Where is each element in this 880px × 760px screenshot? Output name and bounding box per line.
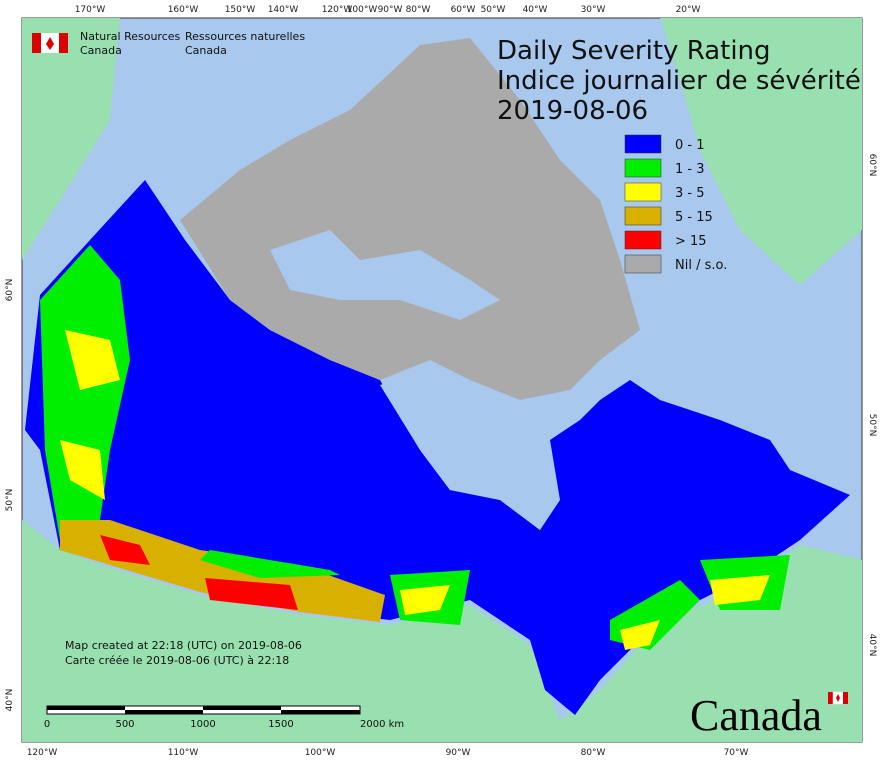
legend-label: 1 - 3 — [675, 162, 705, 177]
flag-bar — [843, 692, 848, 704]
longitude-label: 160°W — [168, 5, 199, 15]
credit-en: Map created at 22:18 (UTC) on 2019-08-06 — [65, 639, 302, 652]
longitude-label: 150°W — [225, 5, 256, 15]
legend: 0 - 1 1 - 3 3 - 5 5 - 15 > 15 Nil / s.o. — [624, 134, 727, 274]
latitude-label: 50°N — [867, 414, 877, 437]
scale-bar-segment — [203, 706, 281, 710]
agency-fr: Canada — [185, 44, 227, 57]
maple-leaf — [46, 37, 54, 50]
latitude-label: 50°N — [5, 489, 15, 512]
longitude-label: 80°W — [581, 748, 606, 758]
greenland — [660, 18, 862, 285]
legend-swatch — [624, 230, 662, 250]
arctic-channels — [270, 230, 500, 320]
prairie-rating-5-15 — [60, 520, 385, 622]
scale-bar-segment — [47, 706, 125, 710]
longitude-label: 30°W — [581, 5, 606, 15]
wordmark-flag — [828, 691, 848, 705]
longitude-label: 100°W — [347, 5, 378, 15]
legend-label: 0 - 1 — [675, 138, 705, 153]
scale-bar — [46, 705, 361, 715]
scale-labels: 0 500 1000 1500 2000 km — [44, 719, 404, 730]
alaska — [22, 18, 120, 260]
agency-fr: Ressources naturelles — [185, 30, 305, 43]
title-fr: Indice journalier de sévérité — [497, 66, 861, 96]
longitude-label: 90°W — [446, 748, 471, 758]
latitude-label: 60°N — [5, 279, 15, 302]
longitude-label: 60°W — [451, 5, 476, 15]
arctic-islands — [180, 38, 640, 400]
legend-label: 3 - 5 — [675, 186, 705, 201]
bc-rating-1-3 — [40, 245, 130, 540]
usa — [22, 520, 862, 742]
flag-bar — [32, 33, 41, 53]
flag-bar — [828, 692, 833, 704]
latitude-label: 60°N — [867, 154, 877, 177]
longitude-label: 170°W — [75, 5, 106, 15]
agency-logo — [32, 33, 68, 53]
credit-fr: Carte créée le 2019-08-06 (UTC) à 22:18 — [65, 654, 289, 667]
agency-en: Canada — [80, 44, 122, 57]
map-frame — [21, 17, 863, 743]
longitude-label: 50°W — [481, 5, 506, 15]
legend-swatch — [624, 158, 662, 178]
legend-swatch — [624, 182, 662, 202]
hudson-bay — [380, 370, 558, 530]
legend-swatch — [624, 206, 662, 226]
maple-leaf — [836, 694, 840, 702]
longitude-label: 20°W — [676, 5, 701, 15]
longitude-label: 90°W — [378, 5, 403, 15]
longitude-label: 40°W — [523, 5, 548, 15]
agency-en: Natural Resources — [80, 30, 181, 43]
south-rating-3-5 — [400, 575, 770, 650]
longitude-label: 110°W — [168, 748, 199, 758]
longitude-label: 120°W — [322, 5, 353, 15]
flag-bar — [59, 33, 68, 53]
scale-label: 500 — [115, 719, 134, 730]
legend-label: > 15 — [675, 234, 707, 249]
scale-bar-segment — [281, 710, 360, 714]
scale-label: 1000 — [190, 719, 215, 730]
wordmark: Canada — [690, 691, 822, 740]
legend-label: 5 - 15 — [675, 210, 713, 225]
legend-label: Nil / s.o. — [675, 258, 727, 273]
latitude-label: 40°N — [5, 689, 15, 712]
scale-label: 0 — [44, 719, 50, 730]
longitude-label: 70°W — [724, 748, 749, 758]
longitude-label: 120°W — [27, 748, 58, 758]
legend-swatch — [624, 254, 662, 274]
longitude-label: 140°W — [268, 5, 299, 15]
bc-rating-3-5 — [60, 330, 120, 500]
longitude-label: 100°W — [305, 748, 336, 758]
title-date: 2019-08-06 — [497, 96, 648, 126]
legend-swatch — [624, 134, 662, 154]
longitude-label: 80°W — [406, 5, 431, 15]
scale-label: 2000 km — [360, 719, 404, 730]
latitude-label: 40°N — [867, 634, 877, 657]
scale-bar-segment — [125, 710, 203, 714]
prairie-rating-over-15 — [100, 535, 298, 610]
title: Daily Severity Rating — [497, 36, 771, 66]
scale-label: 1500 — [268, 719, 293, 730]
